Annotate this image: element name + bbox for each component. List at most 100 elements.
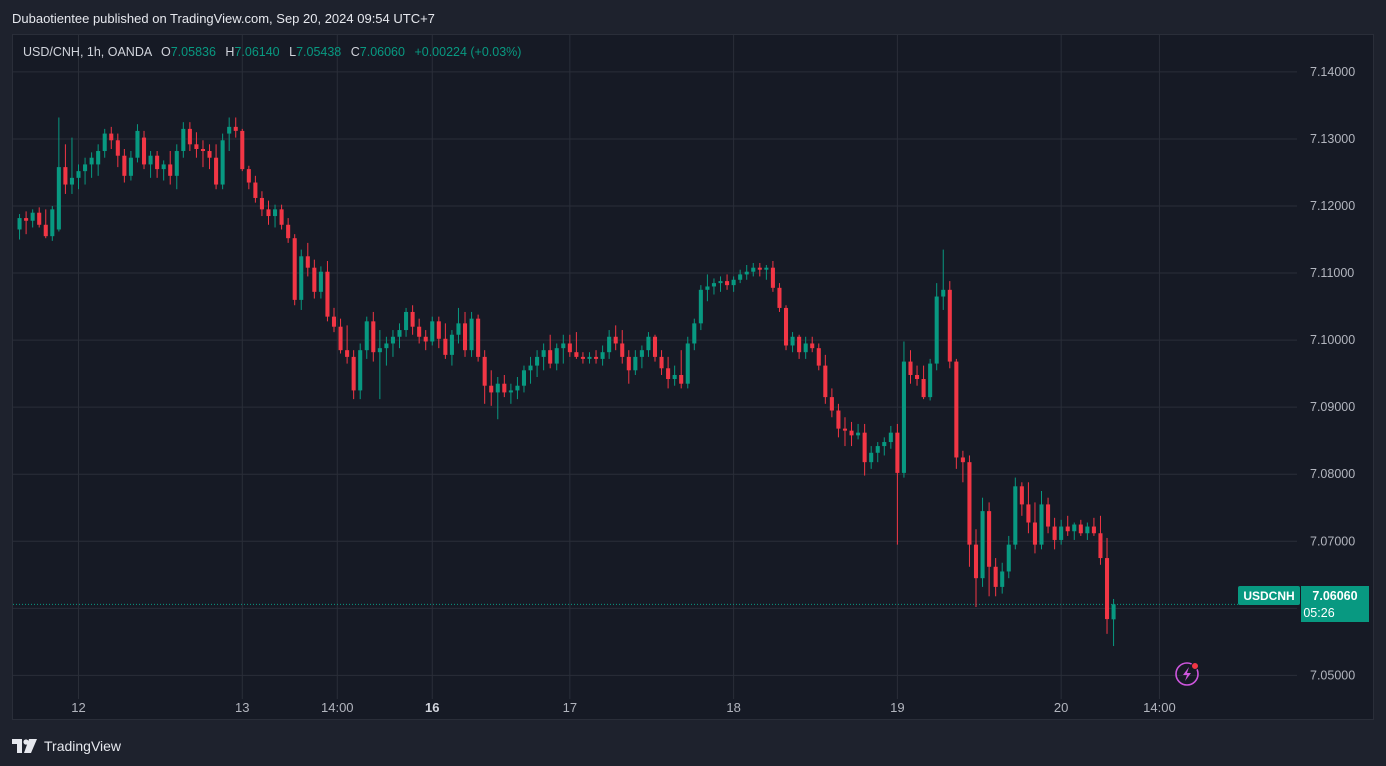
candle-down	[279, 204, 284, 230]
candle-body	[174, 151, 179, 176]
candle-body	[1052, 526, 1057, 540]
candle-up	[882, 437, 887, 456]
candle-up	[705, 274, 710, 302]
candle-up	[495, 377, 500, 420]
candle-down	[109, 126, 114, 149]
candle-body	[803, 343, 808, 353]
candle-down	[993, 558, 998, 597]
candle-up	[607, 330, 612, 359]
candle-down	[567, 334, 572, 357]
candle-up	[1006, 535, 1011, 579]
candle-up	[1000, 562, 1005, 594]
candle-up	[685, 336, 690, 389]
candle-down	[482, 350, 487, 404]
candle-body	[836, 410, 841, 429]
candle-body	[83, 164, 88, 172]
chart-frame[interactable]: 7.14000 7.13000 7.12000 7.11000 7.10000 7.090…	[12, 34, 1374, 720]
candle-up	[89, 152, 94, 178]
candle-body	[404, 311, 409, 331]
candle-body	[456, 323, 461, 335]
candle-down	[410, 305, 415, 335]
candle-up	[69, 137, 74, 194]
candle-body	[266, 209, 271, 217]
candle-up	[751, 263, 756, 277]
candle-down	[1052, 517, 1057, 550]
candle-body	[561, 343, 566, 349]
candle-down	[233, 117, 238, 138]
candle-up	[96, 144, 101, 176]
last-price-tag[interactable]: USDCNH 7.06060 05:26	[1238, 586, 1369, 622]
candle-body	[967, 462, 972, 545]
candlestick-chart[interactable]: 7.14000 7.13000 7.12000 7.11000 7.10000 7.090…	[13, 35, 1373, 719]
candle-body	[862, 432, 867, 463]
candle-body	[430, 321, 435, 342]
candle-body	[207, 151, 212, 158]
candle-body	[462, 323, 468, 351]
candle-body	[96, 151, 101, 165]
candle-down	[141, 130, 147, 170]
candle-body	[76, 171, 81, 178]
candle-down	[659, 350, 664, 375]
time-tick-label: 13	[235, 700, 249, 715]
candle-down	[613, 325, 618, 351]
candle-body	[128, 157, 133, 176]
price-tick-label: 7.12000	[1310, 199, 1355, 213]
candle-body	[417, 326, 422, 337]
price-tag-value: 7.06060	[1312, 589, 1357, 603]
candle-body	[810, 343, 815, 349]
candle-body	[495, 383, 500, 393]
time-tick-label: 17	[563, 700, 577, 715]
candle-body	[1065, 526, 1070, 532]
candle-body	[331, 316, 337, 327]
candle-down	[200, 140, 206, 168]
candle-down	[810, 336, 815, 353]
candle-body	[869, 452, 874, 463]
candle-body	[148, 155, 153, 165]
candle-down	[1098, 515, 1103, 565]
candle-down	[331, 307, 337, 333]
candle-body	[770, 267, 775, 288]
candle-body	[371, 321, 376, 353]
legend-symbol: USD/CNH, 1h, OANDA	[23, 45, 153, 59]
candle-body	[89, 157, 94, 165]
candle-body	[692, 323, 697, 344]
candle-body	[901, 361, 906, 473]
candle-up	[449, 330, 454, 366]
candle-down	[351, 350, 356, 400]
candle-body	[797, 336, 802, 353]
candle-body	[666, 368, 671, 380]
tradingview-logo-icon	[12, 739, 37, 753]
candle-body	[240, 130, 245, 170]
candle-up	[561, 334, 566, 364]
candle-body	[358, 350, 363, 391]
candle-body	[731, 279, 736, 286]
candle-body	[220, 140, 225, 185]
candle-body	[993, 566, 998, 587]
candle-down	[652, 334, 658, 362]
candle-down	[423, 330, 428, 351]
candle-body	[895, 432, 900, 473]
candle-down	[312, 259, 317, 299]
time-axis[interactable]: 12 13 14:00 16 17 18 19 20 14:00	[71, 700, 1175, 715]
candle-down	[436, 316, 441, 349]
lightning-alert-icon[interactable]	[1175, 662, 1199, 686]
candle-down	[476, 314, 481, 362]
candle-up	[50, 206, 55, 241]
candle-body	[829, 397, 834, 411]
candle-body	[888, 432, 893, 443]
candle-up	[711, 278, 716, 295]
candle-body	[639, 350, 644, 357]
candle-body	[200, 149, 206, 152]
candle-body	[1000, 571, 1005, 587]
candle-body	[594, 356, 599, 359]
legend-open-value: 7.05836	[171, 45, 216, 59]
candle-body	[436, 321, 441, 339]
candle-down	[783, 305, 789, 351]
candle-body	[489, 385, 494, 393]
candle-down	[960, 450, 965, 483]
candle-down	[502, 374, 507, 398]
footer-brand: TradingView	[44, 738, 122, 754]
candle-up	[554, 343, 559, 371]
candle-up	[148, 151, 153, 178]
candle-up	[227, 117, 232, 152]
